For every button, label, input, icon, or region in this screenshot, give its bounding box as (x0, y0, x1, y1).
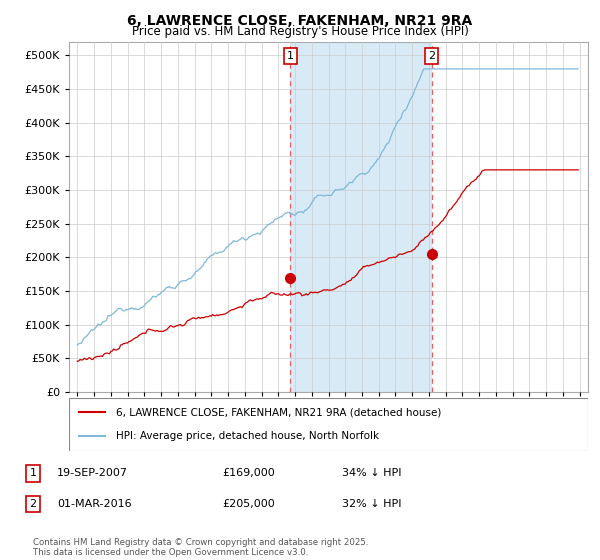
Text: HPI: Average price, detached house, North Norfolk: HPI: Average price, detached house, Nort… (116, 431, 379, 441)
Text: 1: 1 (287, 51, 294, 60)
Text: 2: 2 (428, 51, 436, 60)
Text: 32% ↓ HPI: 32% ↓ HPI (342, 499, 401, 509)
Text: £169,000: £169,000 (222, 468, 275, 478)
Text: Contains HM Land Registry data © Crown copyright and database right 2025.
This d: Contains HM Land Registry data © Crown c… (33, 538, 368, 557)
Text: 6, LAWRENCE CLOSE, FAKENHAM, NR21 9RA: 6, LAWRENCE CLOSE, FAKENHAM, NR21 9RA (127, 14, 473, 28)
Text: £205,000: £205,000 (222, 499, 275, 509)
Text: 2: 2 (29, 499, 37, 509)
Text: 6, LAWRENCE CLOSE, FAKENHAM, NR21 9RA (detached house): 6, LAWRENCE CLOSE, FAKENHAM, NR21 9RA (d… (116, 408, 441, 418)
Text: 34% ↓ HPI: 34% ↓ HPI (342, 468, 401, 478)
Text: 01-MAR-2016: 01-MAR-2016 (57, 499, 131, 509)
Text: Price paid vs. HM Land Registry's House Price Index (HPI): Price paid vs. HM Land Registry's House … (131, 25, 469, 38)
FancyBboxPatch shape (69, 398, 588, 451)
Bar (290, 42, 432, 392)
Text: 1: 1 (29, 468, 37, 478)
Text: 19-SEP-2007: 19-SEP-2007 (57, 468, 128, 478)
